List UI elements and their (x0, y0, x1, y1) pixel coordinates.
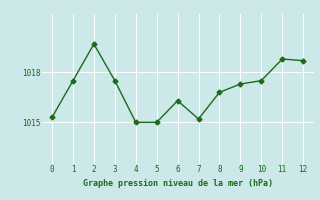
X-axis label: Graphe pression niveau de la mer (hPa): Graphe pression niveau de la mer (hPa) (83, 179, 273, 188)
